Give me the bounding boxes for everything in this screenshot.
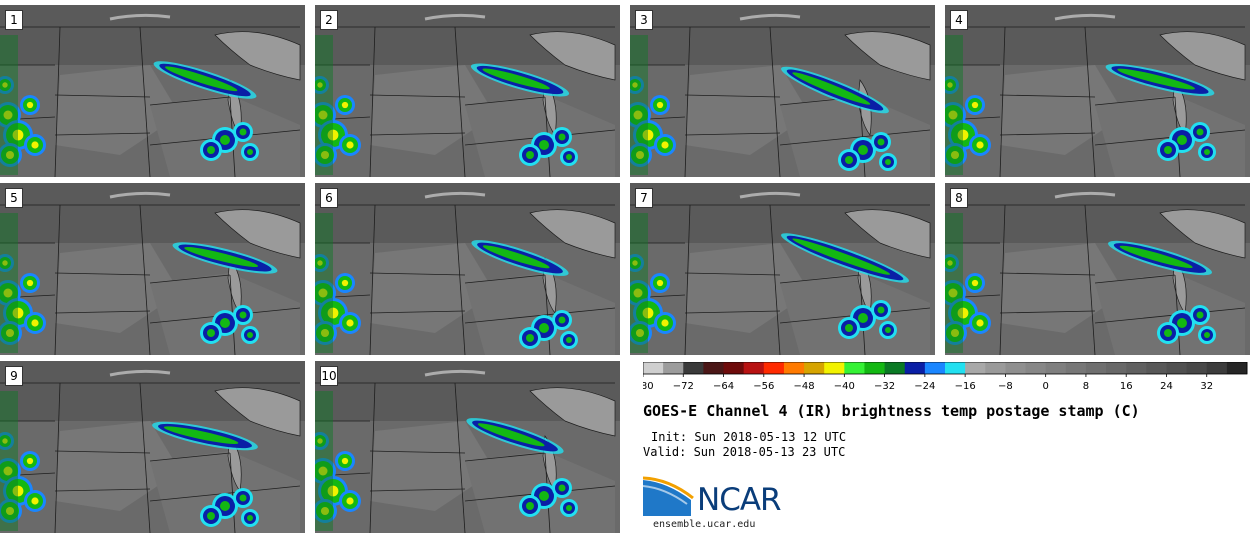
init-time: Init: Sun 2018-05-13 12 UTC (651, 430, 847, 444)
postage-stamp-panel: 7 (630, 183, 935, 355)
colorbar-tick-label: −40 (834, 381, 855, 392)
colorbar-bin (824, 362, 845, 374)
colorbar-bin (1186, 362, 1208, 374)
colorbar-bin (945, 362, 966, 374)
panel-number: 3 (635, 10, 653, 30)
colorbar-tick-label: 32 (1200, 381, 1213, 392)
colorbar-bin (783, 362, 805, 374)
panel-number: 2 (320, 10, 338, 30)
colorbar-bin (1146, 362, 1167, 374)
ir-satellite-map (315, 183, 620, 355)
ir-satellite-map (0, 183, 305, 355)
panel-number: 8 (950, 188, 968, 208)
colorbar-tick-label: −56 (753, 381, 774, 392)
postage-stamp-panel: 1 (0, 5, 305, 177)
colorbar-tick-label: −32 (874, 381, 895, 392)
colorbar-tick-label: 8 (1083, 381, 1089, 392)
colorbar-tick-label: 16 (1120, 381, 1133, 392)
colorbar-bin (763, 362, 785, 374)
colorbar-bin (1226, 362, 1248, 374)
panel-number: 4 (950, 10, 968, 30)
colorbar-tick-label: 0 (1042, 381, 1048, 392)
postage-stamp-panel: 9 (0, 361, 305, 533)
colorbar-bin (1045, 362, 1067, 374)
colorbar-bin (1005, 362, 1027, 374)
colorbar-bin (683, 362, 704, 374)
ir-satellite-map (0, 361, 305, 533)
postage-stamp-panel: 4 (945, 5, 1250, 177)
colorbar-tick-label: −16 (955, 381, 976, 392)
colorbar-bin (924, 362, 946, 374)
postage-stamp-panel: 10 (315, 361, 620, 533)
panel-number: 10 (320, 366, 338, 386)
ir-satellite-map (630, 5, 935, 177)
colorbar-bin (1025, 362, 1047, 374)
ir-satellite-map (945, 5, 1250, 177)
ir-satellite-map (315, 361, 620, 533)
panel-number: 9 (5, 366, 23, 386)
panel-number: 1 (5, 10, 23, 30)
colorbar-bin (904, 362, 926, 374)
colorbar-bin (804, 362, 825, 374)
ir-satellite-map (0, 5, 305, 177)
postage-stamp-panel: 3 (630, 5, 935, 177)
colorbar-bin (703, 362, 725, 374)
colorbar-tick-label: −80 (643, 381, 654, 392)
colorbar-bin (1126, 362, 1147, 374)
colorbar-bin (1065, 362, 1087, 374)
colorbar-bin (723, 362, 745, 374)
colorbar-bin (844, 362, 865, 374)
colorbar-bin (884, 362, 906, 374)
colorbar-bin (1206, 362, 1228, 374)
colorbar-bin (864, 362, 886, 374)
ensemble-site-url: ensemble.ucar.edu (653, 519, 756, 530)
colorbar-bin (643, 362, 664, 374)
postage-stamp-panel: 5 (0, 183, 305, 355)
ncar-logo-text: NCAR (697, 482, 782, 518)
colorbar-tick-label: −8 (998, 381, 1013, 392)
colorbar-tick-label: −64 (713, 381, 734, 392)
panel-number: 7 (635, 188, 653, 208)
colorbar-tick-label: −72 (673, 381, 694, 392)
ir-satellite-map (315, 5, 620, 177)
colorbar-bin (663, 362, 684, 374)
chart-title: GOES-E Channel 4 (IR) brightness temp po… (643, 402, 1140, 420)
colorbar-tick-label: −48 (794, 381, 815, 392)
colorbar-bin (1085, 362, 1107, 374)
postage-stamp-panel: 8 (945, 183, 1250, 355)
ncar-logo-icon (643, 476, 694, 516)
valid-time: Valid: Sun 2018-05-13 23 UTC (643, 445, 846, 459)
postage-stamp-panel: 6 (315, 183, 620, 355)
colorbar-bin (1166, 362, 1188, 374)
colorbar-bin (743, 362, 765, 374)
colorbar-tick-label: −24 (914, 381, 935, 392)
ir-satellite-map (630, 183, 935, 355)
colorbar-bin (985, 362, 1006, 374)
ir-satellite-map (945, 183, 1250, 355)
colorbar-bin (1106, 362, 1127, 374)
colorbar-bin (965, 362, 986, 374)
postage-stamp-panel: 2 (315, 5, 620, 177)
panel-number: 6 (320, 188, 338, 208)
panel-number: 5 (5, 188, 23, 208)
colorbar-tick-label: 24 (1160, 381, 1173, 392)
